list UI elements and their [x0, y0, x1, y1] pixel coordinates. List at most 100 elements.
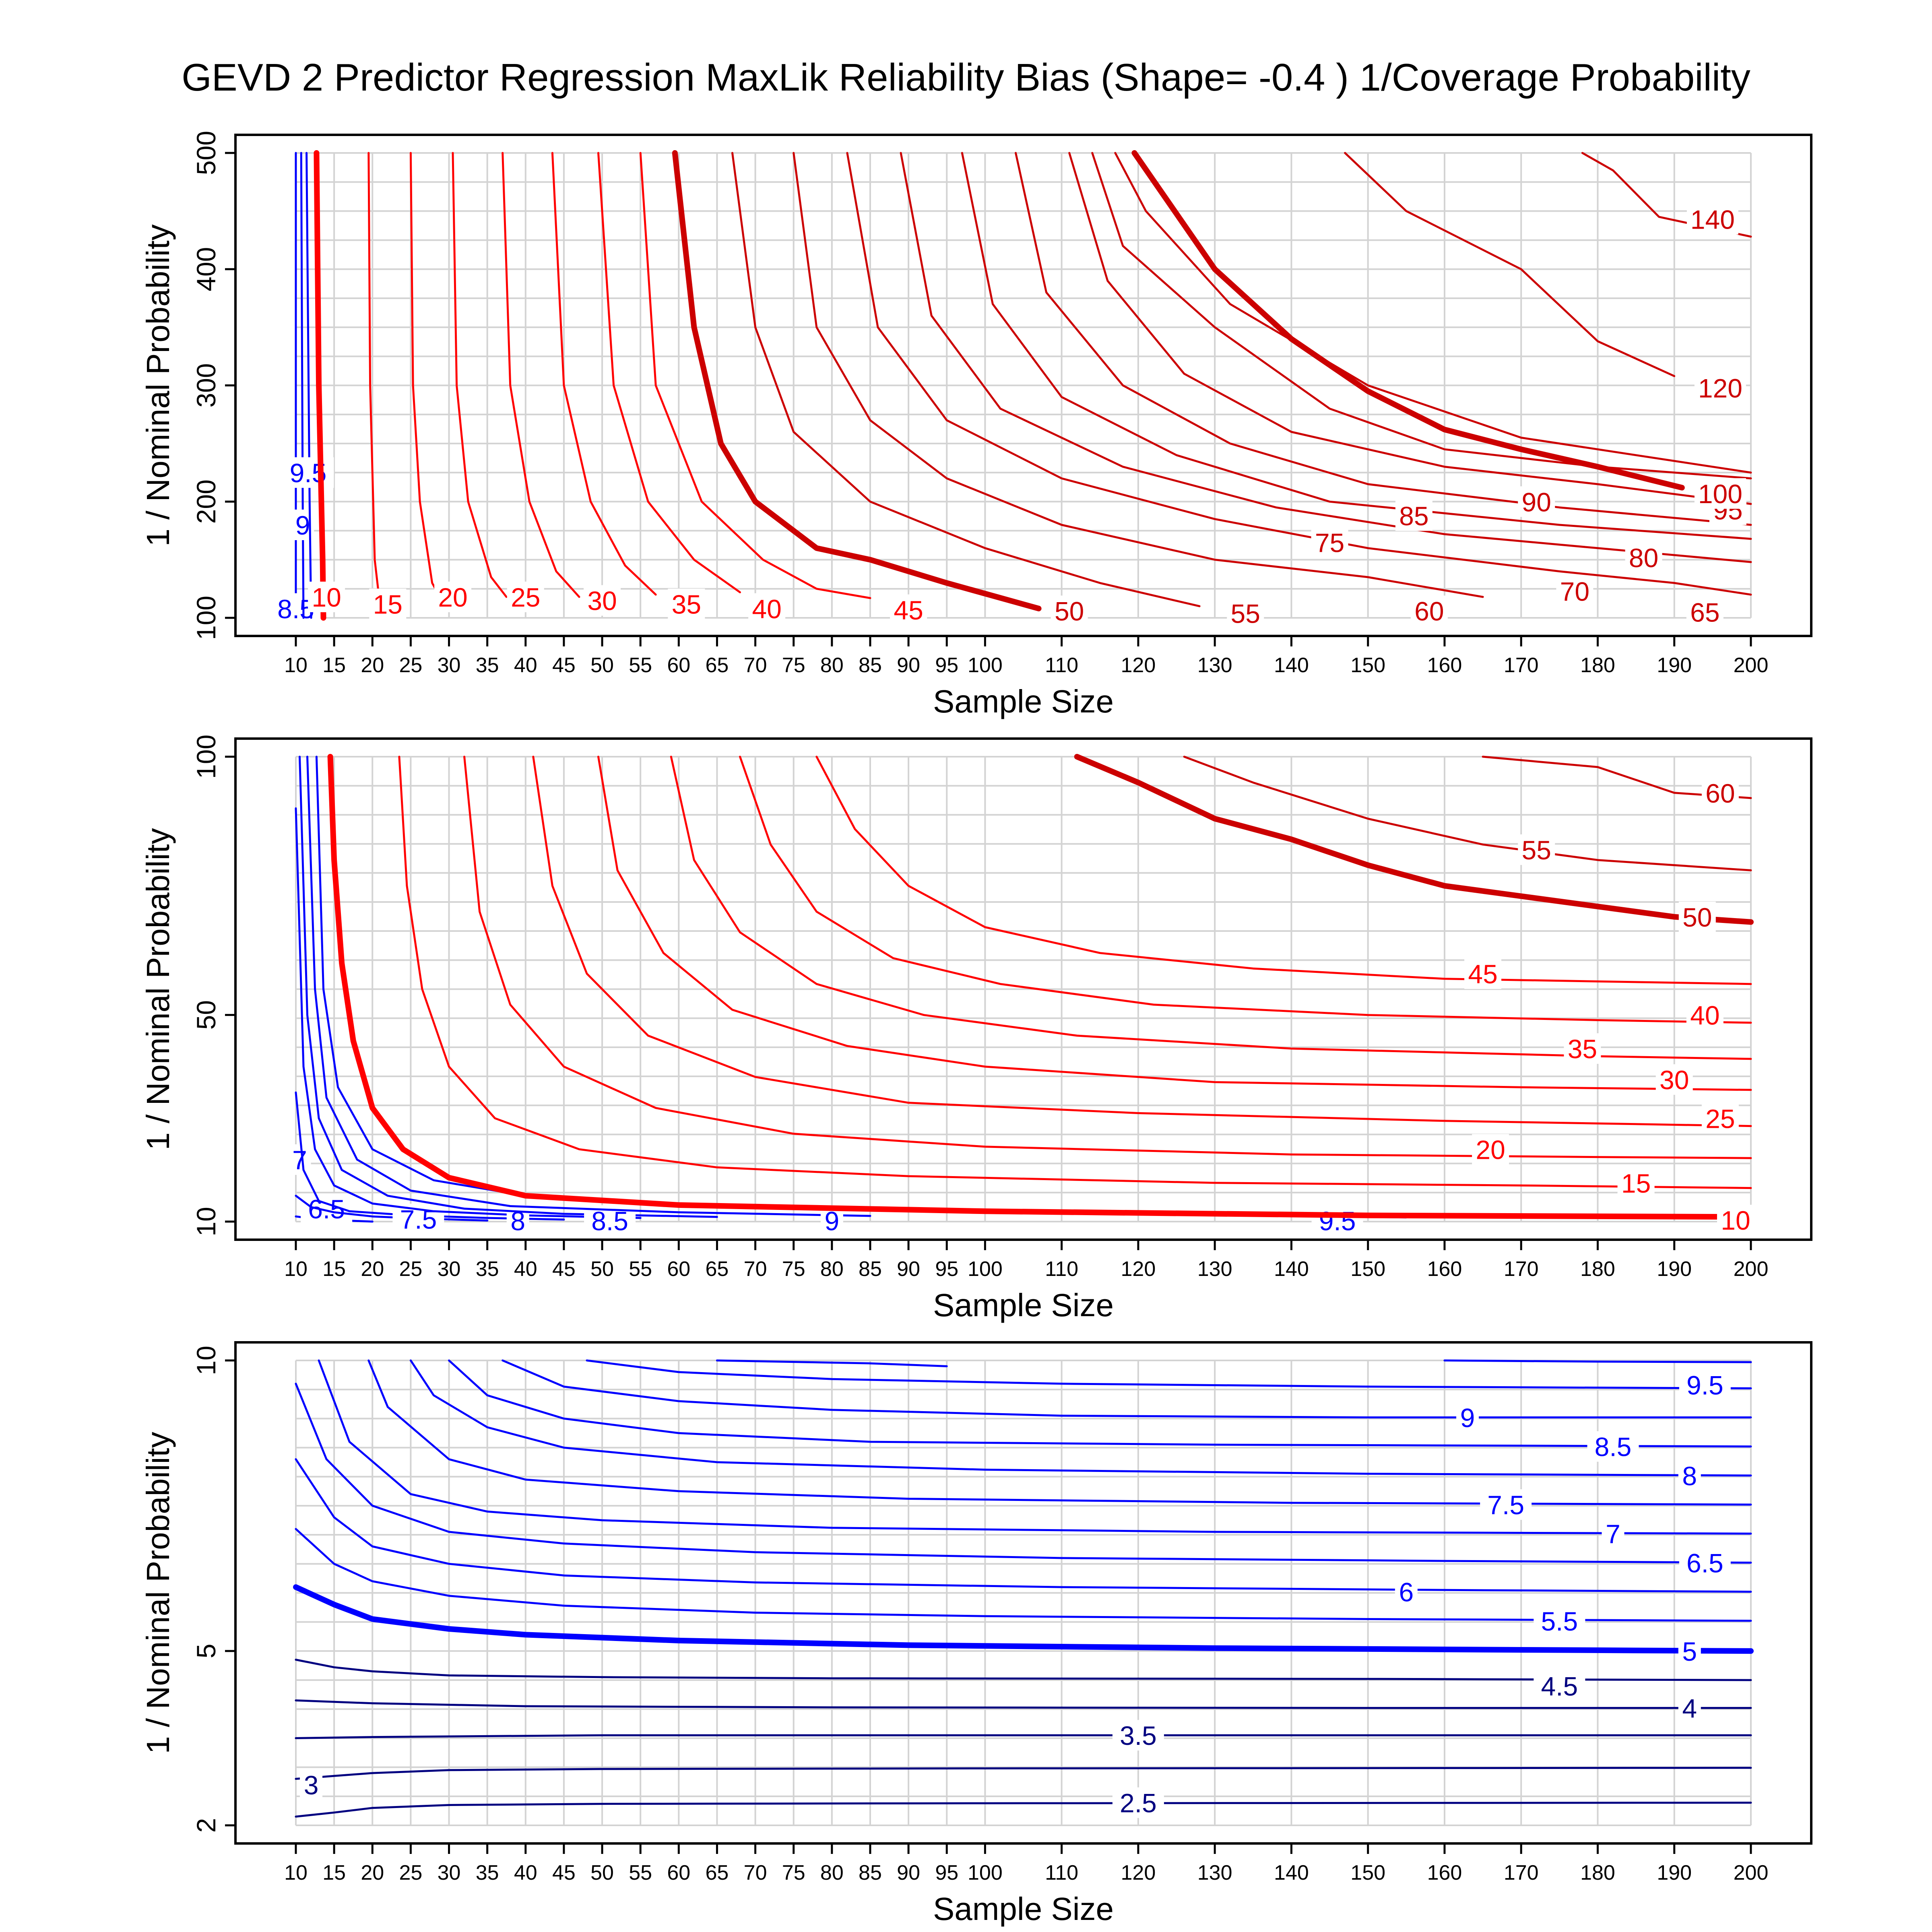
- x-tick-label: 10: [284, 654, 308, 677]
- contour-label-bg: [1678, 1635, 1701, 1666]
- contour-line: [639, 152, 871, 599]
- contour-line: [731, 152, 1201, 607]
- contour-label: 30: [587, 586, 617, 616]
- x-tick-label: 70: [744, 1257, 767, 1281]
- contour-line: [672, 150, 1042, 611]
- contour-label: 2.5: [1120, 1788, 1157, 1818]
- y-tick-label: 5: [191, 1644, 221, 1659]
- y-tick-label: 400: [191, 247, 221, 291]
- x-tick-label: 35: [476, 654, 499, 677]
- contour-label-bg: [1518, 834, 1555, 865]
- x-tick-label: 70: [744, 654, 767, 677]
- contour-label-bg: [1410, 595, 1448, 626]
- contour-line: [295, 1528, 1752, 1622]
- x-tick-label: 130: [1197, 1861, 1232, 1885]
- grid: [295, 1360, 1752, 1826]
- contour-label-bg: [1395, 500, 1432, 531]
- x-axis: 10 15 20 25 30 35 40 45 50 55 60 65 70 75 80 85 90 95 100 1…: [284, 1240, 1768, 1323]
- x-axis: 10 15 20 25 30 35 40 45 50 55 60 65 70 75 80 85 90 95 100 1…: [284, 636, 1768, 719]
- x-tick-label: 110: [1045, 1861, 1078, 1885]
- y-axis-label: 1 / Nominal Probability: [140, 224, 176, 546]
- contour-label-bg: [1701, 777, 1739, 808]
- x-tick-label: 130: [1197, 654, 1232, 677]
- contour-label: 20: [1476, 1135, 1505, 1164]
- x-tick-label: 170: [1504, 1861, 1539, 1885]
- contour-label-bg: [300, 1769, 323, 1800]
- contour-label: 45: [1468, 959, 1497, 989]
- x-tick-label: 95: [935, 1861, 958, 1885]
- plot-frame: [234, 1341, 1812, 1845]
- contour-line: [739, 755, 1752, 1024]
- contour-label-bg: [1686, 597, 1724, 627]
- contour-line: [305, 152, 312, 619]
- contour-label: 9: [1460, 1403, 1475, 1432]
- contour-label: 40: [1690, 1001, 1719, 1030]
- y-tick-label: 300: [191, 363, 221, 407]
- y-axis: 2 5 10 1 / Nominal Probability: [140, 1346, 235, 1833]
- contour-label: 60: [1414, 597, 1444, 626]
- contour-line: [793, 152, 1484, 598]
- x-tick-label: 15: [322, 1861, 346, 1885]
- contour-label-bg: [1464, 958, 1502, 989]
- contour-line: [551, 152, 657, 596]
- contour-label: 10: [312, 582, 341, 612]
- contour-label-bg: [1694, 372, 1746, 403]
- contour-label-bg: [1311, 1205, 1363, 1236]
- x-axis: 10 15 20 25 30 35 40 45 50 55 60 65 70 75 80 85 90 95 100 1…: [284, 1843, 1768, 1927]
- x-tick-label: 75: [782, 1861, 805, 1885]
- x-tick-label: 55: [629, 654, 652, 677]
- contour-panel-3: 2.533.544.555.566.577.588.599.510 15 20 25 3…: [140, 1341, 1812, 1927]
- contour-label: 25: [511, 582, 540, 612]
- contour-line: [295, 1659, 1752, 1681]
- contour-line: [716, 1359, 948, 1367]
- contour-label-bg: [1534, 1605, 1585, 1636]
- x-tick-label: 10: [284, 1257, 308, 1281]
- x-tick-label: 25: [399, 654, 422, 677]
- x-tick-label: 60: [667, 1257, 690, 1281]
- x-tick-label: 100: [968, 1861, 1003, 1885]
- contour-label: 4.5: [1541, 1672, 1578, 1701]
- x-tick-label: 20: [361, 1257, 384, 1281]
- contour-label: 6: [1399, 1577, 1414, 1607]
- x-tick-label: 55: [629, 1257, 652, 1281]
- contour-label: 9: [295, 510, 310, 540]
- contour-label-bg: [1625, 542, 1662, 573]
- x-tick-label: 190: [1657, 1257, 1692, 1281]
- contour-label-bg: [668, 588, 705, 619]
- x-tick-label: 15: [322, 654, 346, 677]
- x-tick-label: 150: [1350, 654, 1385, 677]
- x-tick-label: 50: [590, 1257, 614, 1281]
- x-tick-label: 140: [1274, 1257, 1309, 1281]
- y-axis-label: 1 / Nominal Probability: [140, 828, 176, 1150]
- contour-line: [295, 1734, 1752, 1739]
- contour-label: 85: [1399, 501, 1428, 531]
- y-tick-label: 500: [191, 131, 221, 175]
- x-tick-label: 180: [1580, 654, 1615, 677]
- contour-label: 30: [1660, 1065, 1689, 1095]
- x-tick-label: 30: [438, 654, 461, 677]
- contour-line: [815, 755, 1752, 985]
- x-axis-label: Sample Size: [933, 1287, 1114, 1323]
- contour-label-bg: [1227, 598, 1264, 629]
- contour-label: 65: [1690, 598, 1719, 627]
- contour-label-bg: [1456, 1402, 1479, 1433]
- x-tick-label: 35: [476, 1257, 499, 1281]
- x-tick-label: 50: [590, 1861, 614, 1885]
- contour-label-bg: [1587, 1431, 1639, 1462]
- contour-line: [452, 152, 508, 598]
- contour-line: [448, 1359, 1752, 1448]
- contour-line: [1091, 152, 1752, 479]
- contour-label-bg: [308, 582, 345, 613]
- x-tick-label: 150: [1350, 1257, 1385, 1281]
- contour-label-bg: [507, 582, 544, 613]
- x-tick-label: 170: [1504, 654, 1539, 677]
- contour-line: [1015, 152, 1752, 526]
- contour-label: 15: [373, 589, 402, 619]
- contour-label: 70: [1560, 577, 1589, 607]
- figure-title: GEVD 2 Predictor Regression MaxLik Relia…: [182, 56, 1750, 99]
- x-tick-label: 10: [284, 1861, 308, 1885]
- contour-label-bg: [282, 457, 334, 488]
